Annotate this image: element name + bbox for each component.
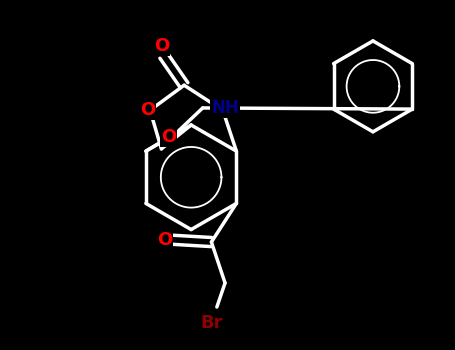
Text: O: O xyxy=(161,128,176,147)
Text: NH: NH xyxy=(211,99,239,117)
Text: O: O xyxy=(157,231,172,249)
Text: Br: Br xyxy=(200,314,222,331)
Text: O: O xyxy=(154,37,169,55)
Text: O: O xyxy=(140,101,156,119)
